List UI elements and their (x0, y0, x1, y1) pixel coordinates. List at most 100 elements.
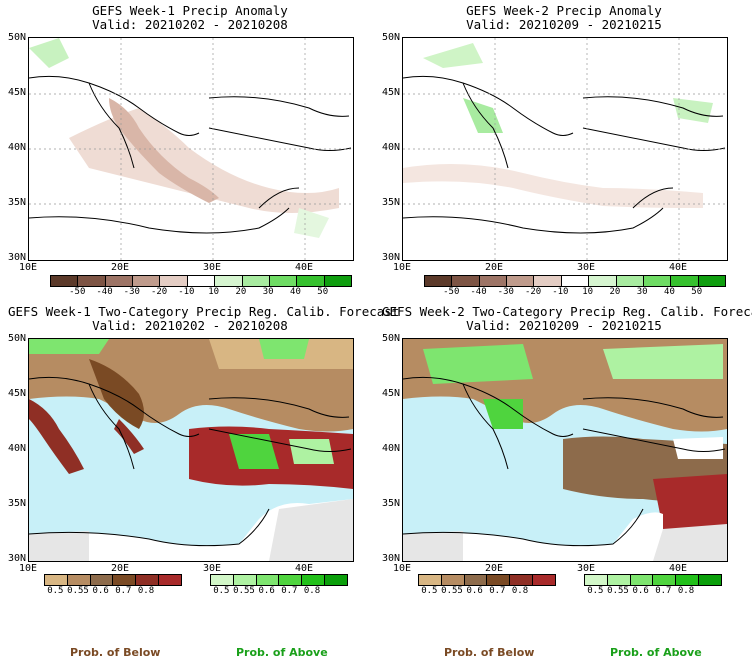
anomaly-swatch (269, 276, 298, 286)
probability-tick-label: 0.6 (92, 586, 109, 596)
below-swatch (487, 575, 511, 585)
anomaly-swatch (324, 276, 351, 286)
probability-tick-label: 0.6 (258, 586, 275, 596)
lon-label-20e: 20E (110, 262, 130, 273)
colorbar-tick-label: -20 (524, 287, 542, 297)
anomaly-swatch (616, 276, 644, 286)
anomaly-swatch (242, 276, 270, 286)
lon-label-10e: 10E (392, 563, 412, 574)
above-colorbar (210, 574, 348, 586)
probability-tick-label: 0.7 (115, 586, 132, 596)
below-swatch (533, 575, 555, 585)
lat-label-30n: 30N (7, 553, 26, 564)
anomaly-swatch (105, 276, 134, 286)
colorbar-tick-label: 40 (290, 287, 301, 297)
colorbar-tick-label: -30 (497, 287, 514, 297)
above-swatch (256, 575, 280, 585)
lon-label-30e: 30E (576, 262, 596, 273)
anomaly-swatch (452, 276, 480, 286)
lon-label-10e: 10E (18, 563, 38, 574)
above-swatch (302, 575, 326, 585)
lat-label-35n: 35N (381, 498, 400, 509)
lat-label-50n: 50N (7, 32, 26, 43)
colorbar-tick-label: -50 (443, 287, 460, 297)
lat-label-45n: 45N (381, 87, 400, 98)
below-colorbar (44, 574, 182, 586)
lat-label-30n: 30N (381, 252, 400, 263)
probability-tick-label: 0.55 (607, 586, 629, 596)
lat-label-40n: 40N (7, 142, 26, 153)
lat-label-45n: 45N (381, 388, 400, 399)
map-week2-anomaly (402, 37, 728, 261)
colorbar-tick-label: -40 (470, 287, 487, 297)
above-colorbar (584, 574, 722, 586)
lon-label-20e: 20E (484, 563, 504, 574)
probability-tick-label: 0.6 (466, 586, 483, 596)
probability-tick-label: 0.6 (632, 586, 649, 596)
lon-label-40e: 40E (668, 262, 688, 273)
below-swatch (67, 575, 91, 585)
lat-label-35n: 35N (7, 498, 26, 509)
anomaly-swatch (297, 276, 325, 286)
above-swatch (699, 575, 721, 585)
probability-tick-label: 0.7 (281, 586, 298, 596)
below-swatch (510, 575, 534, 585)
lon-label-20e: 20E (110, 563, 130, 574)
probability-tick-label: 0.5 (587, 586, 604, 596)
anomaly-swatch (215, 276, 243, 286)
panel1-title: GEFS Week-1 Precip Anomaly Valid: 2021020… (92, 3, 288, 32)
lon-label-30e: 30E (202, 563, 222, 574)
anomaly-swatch (133, 276, 161, 286)
above-swatch (585, 575, 608, 585)
lon-label-10e: 10E (18, 262, 38, 273)
colorbar-tick-label: -20 (150, 287, 168, 297)
above-swatch (325, 575, 347, 585)
anomaly-colorbar (424, 275, 726, 287)
map-week1-probability (28, 338, 354, 562)
anomaly-swatch (507, 276, 535, 286)
below-swatch (419, 575, 442, 585)
anomaly-swatch (51, 276, 79, 286)
lon-label-30e: 30E (202, 262, 222, 273)
lat-label-35n: 35N (7, 197, 26, 208)
below-swatch (441, 575, 465, 585)
anomaly-swatch (187, 276, 216, 286)
anomaly-swatch (643, 276, 672, 286)
above-swatch (630, 575, 654, 585)
above-swatch (607, 575, 631, 585)
probability-tick-label: 0.5 (421, 586, 438, 596)
prob-above-label: Prob. of Above (610, 646, 702, 659)
anomaly-swatch (671, 276, 699, 286)
anomaly-swatch (534, 276, 562, 286)
lat-label-40n: 40N (381, 142, 400, 153)
probability-tick-label: 0.8 (303, 586, 321, 596)
probability-tick-label: 0.8 (677, 586, 695, 596)
lat-label-40n: 40N (381, 443, 400, 454)
lon-label-10e: 10E (392, 262, 412, 273)
lon-label-20e: 20E (484, 262, 504, 273)
prob-above-label: Prob. of Above (236, 646, 328, 659)
anomaly-colorbar (50, 275, 352, 287)
map-week2-probability (402, 338, 728, 562)
above-swatch (211, 575, 234, 585)
colorbar-tick-label: 30 (262, 287, 274, 297)
probability-tick-label: 0.8 (511, 586, 529, 596)
panel3-title: GEFS Week-1 Two-Category Precip Reg. Cal… (8, 304, 400, 333)
above-swatch (279, 575, 303, 585)
above-swatch (653, 575, 677, 585)
anomaly-swatch (698, 276, 725, 286)
prob-below-label: Prob. of Below (70, 646, 161, 659)
below-swatch (113, 575, 137, 585)
below-colorbar (418, 574, 556, 586)
below-swatch (159, 575, 181, 585)
colorbar-tick-label: -30 (123, 287, 140, 297)
probability-tick-label: 0.5 (47, 586, 64, 596)
colorbar-tick-label: -40 (96, 287, 113, 297)
anomaly-swatch (425, 276, 453, 286)
map-week1-anomaly (28, 37, 354, 261)
probability-tick-label: 0.55 (67, 586, 89, 596)
colorbar-tick-label: 50 (317, 287, 329, 297)
anomaly-swatch (561, 276, 590, 286)
colorbar-tick-label: 10 (208, 287, 220, 297)
probability-tick-label: 0.8 (137, 586, 155, 596)
